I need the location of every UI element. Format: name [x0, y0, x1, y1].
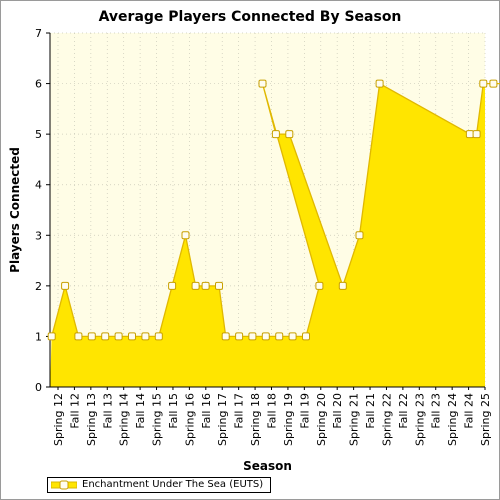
data-point — [472, 130, 481, 139]
x-tick-labels: Spring 12 Fall 12 Spring 13 Fall 13 Spring 1… — [52, 387, 492, 446]
y-tick-label: 4 — [35, 179, 42, 192]
data-point — [275, 332, 284, 341]
y-tick-label: 7 — [35, 27, 42, 40]
data-point — [168, 281, 177, 290]
legend-swatch — [51, 480, 77, 490]
x-tick-label: Fall 24 — [463, 393, 476, 429]
data-point — [338, 281, 347, 290]
x-tick-label: Fall 18 — [266, 393, 279, 429]
y-tick-label: 0 — [35, 381, 42, 394]
x-tick-label: Spring 20 — [315, 393, 328, 446]
data-point — [191, 281, 200, 290]
x-tick-label: Spring 15 — [151, 393, 164, 446]
x-tick-label: Fall 14 — [134, 393, 147, 429]
series-area — [50, 83, 500, 387]
data-point — [114, 332, 123, 341]
x-tick-label: Fall 21 — [364, 393, 377, 429]
x-tick-label: Spring 25 — [479, 393, 492, 446]
y-tick-label: 2 — [35, 280, 42, 293]
x-tick-label: Spring 21 — [348, 393, 361, 446]
data-point — [302, 332, 310, 341]
y-tick-label: 1 — [35, 330, 42, 343]
data-point — [128, 332, 136, 341]
y-axis-label: Players Connected — [8, 147, 22, 273]
data-point — [489, 79, 498, 88]
x-tick-label: Spring 22 — [380, 393, 393, 446]
x-tick-label: Spring 23 — [413, 393, 426, 446]
data-point — [235, 332, 244, 341]
x-tick-label: Fall 12 — [68, 393, 81, 429]
data-point — [465, 130, 474, 139]
x-tick-label: Spring 19 — [282, 393, 295, 446]
data-point — [141, 332, 150, 341]
y-tick-label: 3 — [35, 229, 42, 242]
legend-label: Enchantment Under The Sea (EUTS) — [82, 479, 264, 490]
legend: Enchantment Under The Sea (EUTS) — [47, 477, 271, 493]
data-point — [355, 231, 364, 240]
data-point — [221, 332, 230, 341]
x-tick-label: Spring 24 — [446, 393, 459, 446]
data-point — [201, 281, 210, 290]
axes-layer — [49, 33, 485, 388]
x-tick-label: Fall 22 — [397, 393, 410, 429]
data-point — [248, 332, 257, 341]
x-tick-label: Spring 18 — [249, 393, 262, 446]
x-tick-label: Spring 16 — [183, 393, 196, 446]
data-point — [61, 281, 70, 290]
data-point — [285, 130, 294, 139]
data-point — [47, 332, 56, 341]
x-tick-label: Fall 16 — [200, 393, 213, 429]
data-point — [258, 79, 267, 88]
x-tick-label: Spring 13 — [85, 393, 98, 446]
data-point — [479, 79, 488, 88]
x-axis-label: Season — [243, 459, 292, 473]
data-point — [74, 332, 83, 341]
y-tick-label: 6 — [35, 78, 42, 91]
chart-title: Average Players Connected By Season — [98, 9, 402, 25]
x-tick-label: Spring 14 — [118, 393, 131, 446]
marker-layer — [47, 79, 498, 341]
data-point — [101, 332, 110, 341]
data-point — [375, 79, 384, 88]
y-tick-label: 5 — [35, 128, 42, 141]
y-tick-labels: 0 1 2 3 4 5 6 7 — [35, 27, 50, 394]
x-tick-label: Fall 15 — [167, 393, 180, 429]
data-point — [271, 130, 280, 139]
data-point — [315, 281, 324, 290]
x-tick-label: Spring 12 — [52, 393, 65, 446]
x-tick-label: Fall 23 — [430, 393, 443, 429]
x-tick-label: Fall 13 — [101, 393, 114, 429]
x-tick-label: Spring 17 — [216, 393, 229, 446]
x-tick-label: Fall 19 — [298, 393, 311, 429]
data-point — [288, 332, 297, 341]
data-point — [181, 231, 190, 240]
data-point — [261, 332, 270, 341]
data-point — [154, 332, 163, 341]
x-tick-label: Fall 20 — [331, 393, 344, 429]
data-point — [87, 332, 96, 341]
x-tick-label: Fall 17 — [233, 393, 246, 429]
data-point — [215, 281, 223, 290]
